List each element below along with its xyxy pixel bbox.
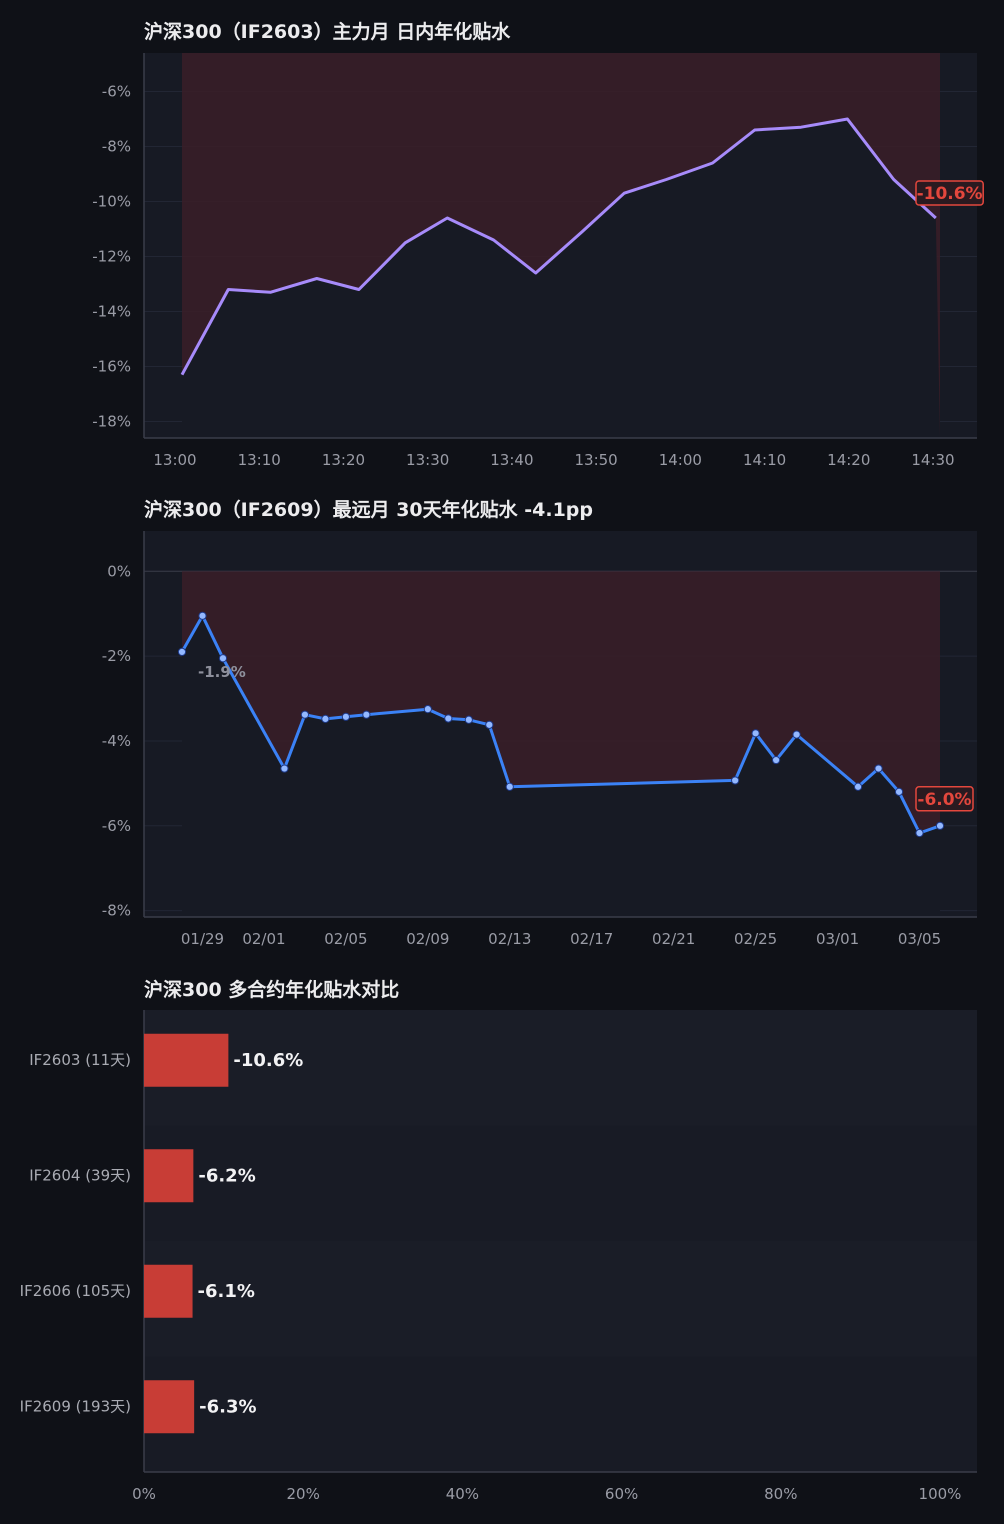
chart3-bar <box>144 1380 195 1434</box>
chart2-data-point <box>505 782 514 791</box>
chart2-last-value-label-box <box>915 786 974 812</box>
chart1-x-tick-label: 14:00 <box>659 451 702 469</box>
chart2-x-tick-label: 02/01 <box>242 930 285 948</box>
chart3-title: 沪深300 多合约年化贴水对比 <box>144 978 399 1001</box>
chart1-x-tick-label: 13:40 <box>490 451 533 469</box>
chart1-area-under-line <box>182 119 940 438</box>
chart2-data-point <box>464 715 473 724</box>
chart3-bar-value-label: -10.6% <box>233 1050 303 1071</box>
chart2-data-point <box>792 730 801 739</box>
chart3-x-tick-label: 100% <box>919 1485 962 1503</box>
chart3-row-band <box>144 1125 977 1241</box>
chart1-last-value-label: -10.6% <box>917 184 983 204</box>
chart2-x-tick-label: 02/25 <box>734 930 777 948</box>
chart1-x-tick-label: 14:30 <box>911 451 954 469</box>
chart1-y-tick-label: -6% <box>102 83 131 101</box>
chart3-x-tick-label: 40% <box>446 1485 479 1503</box>
chart3-row-band <box>144 1241 977 1357</box>
chart2-x-tick-label: 01/29 <box>181 930 224 948</box>
chart1-x-tick-label: 14:10 <box>743 451 786 469</box>
chart2-data-point <box>485 720 494 729</box>
chart2-data-point <box>280 764 289 773</box>
chart3-category-label: IF2604 (39天) <box>29 1166 131 1184</box>
chart2-y-tick-label: -8% <box>102 902 131 920</box>
chart3-x-tick-label: 20% <box>287 1485 320 1503</box>
chart2-x-tick-label: 03/05 <box>898 930 941 948</box>
chart1-x-tick-label: 13:30 <box>406 451 449 469</box>
chart3-bar <box>144 1264 193 1318</box>
chart1-y-tick-label: -10% <box>92 193 131 211</box>
chart3-bar-value-label: -6.3% <box>199 1396 256 1417</box>
chart1-y-tick-label: -14% <box>92 303 131 321</box>
chart2-y-tick-label: -6% <box>102 817 131 835</box>
chart3-category-label: IF2609 (193天) <box>20 1397 131 1415</box>
chart3-row-band <box>144 1010 977 1126</box>
chart2-data-point <box>423 705 432 714</box>
chart1-series-line <box>180 117 937 376</box>
chart1-x-tick-label: 13:50 <box>574 451 617 469</box>
chart1-x-tick-label: 13:20 <box>322 451 365 469</box>
chart2-data-point <box>772 755 781 765</box>
chart3-bar-value-label: -6.1% <box>198 1281 255 1302</box>
chart2-x-tick-label: 02/21 <box>652 930 695 948</box>
chart2-title: 沪深300（IF2609）最远月 30天年化贴水 -4.1pp <box>144 498 593 521</box>
chart3-x-tick-label: 80% <box>764 1485 797 1503</box>
chart1-y-tick-label: -8% <box>102 138 131 156</box>
chart2-y-tick-label: -4% <box>102 732 131 750</box>
chart1-x-tick-label: 14:20 <box>827 451 870 469</box>
chart2-data-point <box>218 654 228 663</box>
chart2-data-point <box>444 714 453 723</box>
chart2-start-value-label: -1.9% <box>198 663 246 681</box>
chart2-data-point <box>874 764 883 773</box>
chart1-y-tick-label: -16% <box>92 358 131 376</box>
chart1-x-tick-label: 13:00 <box>153 451 196 469</box>
chart2-data-point <box>198 611 207 620</box>
chart2-data-point <box>915 828 924 838</box>
chart2-y-tick-label: 0% <box>107 562 131 580</box>
chart2-x-tick-label: 03/01 <box>816 930 859 948</box>
chart3-x-tick-label: 60% <box>605 1485 638 1503</box>
chart3-category-label: IF2603 (11天) <box>29 1051 131 1069</box>
chart2-y-tick-label: -2% <box>102 647 131 665</box>
chart2-data-point <box>362 710 371 719</box>
chart2-data-point <box>300 710 310 719</box>
chart2-series-line <box>180 614 941 835</box>
chart2-data-point <box>894 787 904 796</box>
chart2-data-point <box>341 712 350 721</box>
chart3-bar <box>144 1149 194 1203</box>
chart2-data-point <box>935 821 945 830</box>
chart1-x-tick-label: 13:10 <box>238 451 281 469</box>
chart2-data-point <box>751 729 760 738</box>
chart2-last-value-label: -6.0% <box>917 790 971 810</box>
chart3-row-band <box>144 1356 977 1472</box>
chart2-area-under-line <box>182 615 940 917</box>
chart2-x-tick-label: 02/13 <box>488 930 531 948</box>
chart3-bar-value-label: -6.2% <box>198 1165 255 1186</box>
chart2-x-tick-label: 02/17 <box>570 930 613 948</box>
chart2-data-point <box>853 782 863 791</box>
chart2-x-tick-label: 02/05 <box>324 930 367 948</box>
chart1-title: 沪深300（IF2603）主力月 日内年化贴水 <box>144 20 511 43</box>
chart1-y-tick-label: -12% <box>92 248 131 266</box>
chart2-data-point <box>321 714 330 724</box>
chart1-last-value-label-box <box>915 180 984 206</box>
chart3-bar <box>144 1033 229 1087</box>
chart3-x-tick-label: 0% <box>132 1485 156 1503</box>
chart2-data-point <box>731 776 740 785</box>
chart1-y-tick-label: -18% <box>92 413 131 431</box>
chart2-data-point <box>177 647 187 656</box>
chart3-category-label: IF2606 (105天) <box>20 1282 131 1300</box>
chart2-x-tick-label: 02/09 <box>406 930 449 948</box>
